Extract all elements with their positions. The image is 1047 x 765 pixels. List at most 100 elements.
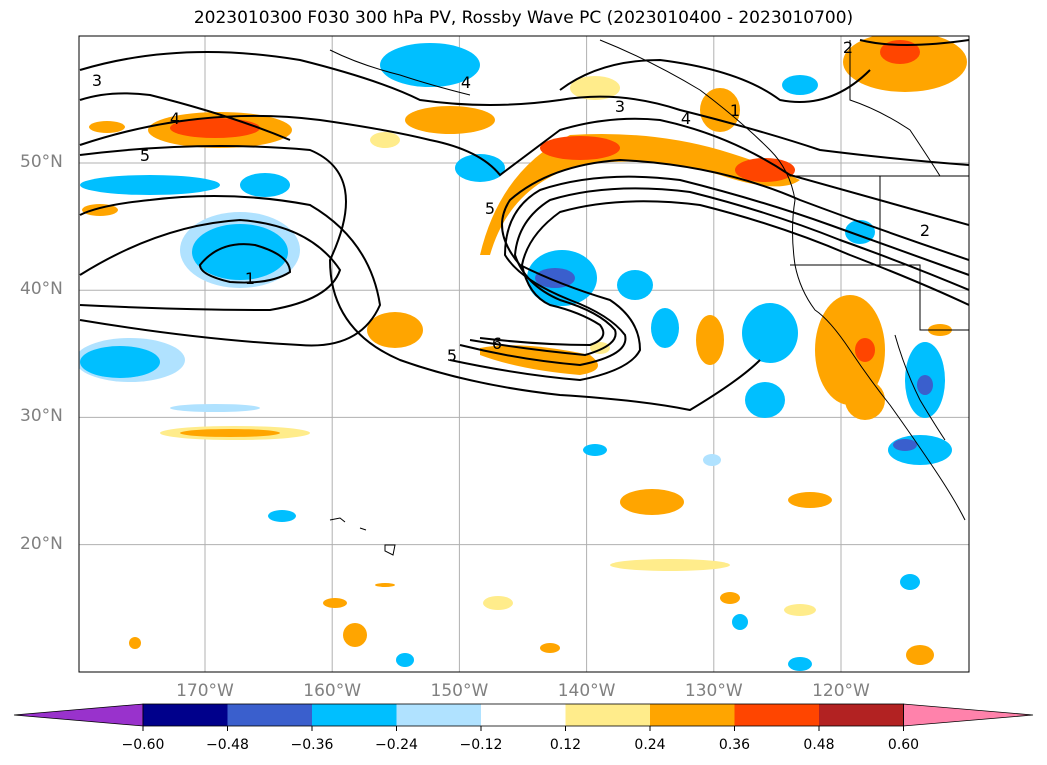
pc-patch-positive: [82, 204, 118, 216]
pc-patch-positive: [570, 76, 620, 100]
colorbar-segment: [650, 704, 735, 726]
pv-contour-1: [198, 243, 292, 284]
alaska-coastline: [329, 49, 471, 96]
pv-contour-label: 5: [485, 199, 495, 218]
pc-patch-positive: [129, 637, 141, 649]
longitude-label: 140°W: [557, 681, 616, 701]
us-state-border: [790, 264, 969, 331]
pc-patch-positive: [343, 623, 367, 647]
colorbar-segment: [565, 704, 651, 726]
pv-contour-2: [79, 218, 342, 312]
pc-patch-positive: [170, 118, 260, 138]
pc-patch-positive: [696, 315, 724, 365]
pc-patch-negative: [192, 224, 288, 280]
pv-contour-label: 1: [730, 101, 740, 120]
pc-shading: [79, 36, 967, 671]
colorbar-tick-label: 0.24: [634, 737, 666, 753]
pc-patch-positive: [788, 492, 832, 508]
pc-patch-positive: [720, 592, 740, 604]
colorbar-tick-label: 0.12: [549, 737, 582, 753]
pc-patch-positive: [405, 106, 495, 134]
pc-patch-negative: [900, 574, 920, 590]
pc-patch-negative: [888, 435, 952, 465]
colorbar-segment: [396, 704, 482, 726]
pv-contour-5: [449, 158, 969, 382]
colorbar-tick-label: −0.24: [375, 737, 418, 753]
colorbar-tick-label: 0.48: [803, 737, 835, 753]
map-title: 2023010300 F030 300 hPa PV, Rossby Wave …: [193, 8, 854, 28]
pc-patch-positive: [483, 596, 513, 610]
longitude-label: 160°W: [303, 681, 362, 701]
colorbar-tick-label: −0.60: [121, 737, 165, 753]
pv-contour-labels: 1 2 3 3 4 4 5 5 5 6 1 2 4: [92, 38, 930, 365]
pc-patch-negative: [782, 75, 818, 95]
pc-patch-positive: [375, 583, 395, 587]
hawaii-island: [384, 544, 396, 556]
coastlines: [329, 39, 969, 556]
pc-patch-negative: [170, 404, 260, 412]
pc-patch-positive: [855, 338, 875, 362]
pv-contour-label: 4: [461, 73, 471, 92]
latitude-label: 20°N: [20, 533, 63, 554]
longitude-label: 120°W: [812, 681, 870, 701]
colorbar-segment: [819, 704, 904, 726]
colorbar-segment: [143, 704, 228, 726]
colorbar-tick-label: −0.36: [290, 737, 334, 753]
colorbar-segment: [734, 704, 820, 726]
pv-contour-4: [79, 114, 969, 226]
colorbar-frame: [142, 703, 904, 727]
pv-contour-label: 4: [681, 109, 691, 128]
pc-patch-positive: [784, 604, 816, 616]
pc-patch-negative: [455, 154, 505, 182]
colorbar-segment: [227, 704, 313, 726]
pv-contour-label: 1: [245, 269, 255, 288]
baja-california-coastline: [894, 334, 946, 441]
longitude-label: 150°W: [430, 681, 489, 701]
pc-patch-negative: [80, 175, 220, 195]
pc-patch-positive: [180, 429, 280, 437]
pv-contour-label: 4: [170, 109, 180, 128]
pv-contour-4: [559, 58, 871, 103]
pc-patch-positive: [735, 158, 795, 182]
pc-patch-positive: [480, 134, 800, 255]
pv-contour-label: 3: [615, 97, 625, 116]
pv-contour-label: 3: [92, 71, 102, 90]
longitude-label: 130°W: [684, 681, 743, 701]
pc-patch-positive: [610, 559, 730, 571]
pv-contour-3: [79, 195, 382, 347]
pc-patch-positive: [89, 121, 125, 133]
pv-contour-6: [459, 175, 969, 367]
pv-contour-6: [469, 187, 969, 357]
pc-patch-positive: [880, 40, 920, 64]
pc-patch-negative: [240, 173, 290, 197]
pv-contour-label: 2: [843, 38, 853, 57]
hawaii-island: [359, 527, 367, 531]
latitude-label: 30°N: [20, 406, 63, 427]
pc-patch-negative: [617, 270, 653, 300]
pc-patch-positive: [540, 136, 620, 160]
latitude-label: 50°N: [20, 152, 63, 172]
pc-patch-negative: [732, 614, 748, 630]
pc-patch-positive: [370, 132, 400, 148]
pc-patch-negative: [396, 653, 414, 667]
colorbar: [13, 703, 1034, 731]
us-state-border: [849, 40, 941, 177]
pv-contour-label: 5: [140, 146, 150, 165]
pv-contour-5: [79, 145, 761, 412]
colorbar-segment: [312, 704, 397, 726]
pc-patch-negative: [651, 308, 679, 348]
colorbar-tick-label: 0.60: [887, 737, 920, 753]
pc-patch-positive: [843, 36, 967, 92]
pv-contours: [79, 39, 969, 412]
longitude-label: 170°W: [176, 681, 234, 701]
plot-area: 1 2 3 3 4 4 5 5 5 6 1 2 4: [79, 36, 969, 672]
pc-patch-positive: [906, 645, 934, 665]
pc-patch-positive: [700, 88, 740, 132]
pv-contour-5: [79, 92, 291, 141]
colorbar-extension-min: [13, 703, 144, 727]
north-america-coastline: [599, 39, 966, 521]
pv-contour-2: [859, 39, 969, 46]
pv-contour-3: [79, 51, 969, 166]
pc-patch-negative: [80, 346, 160, 378]
